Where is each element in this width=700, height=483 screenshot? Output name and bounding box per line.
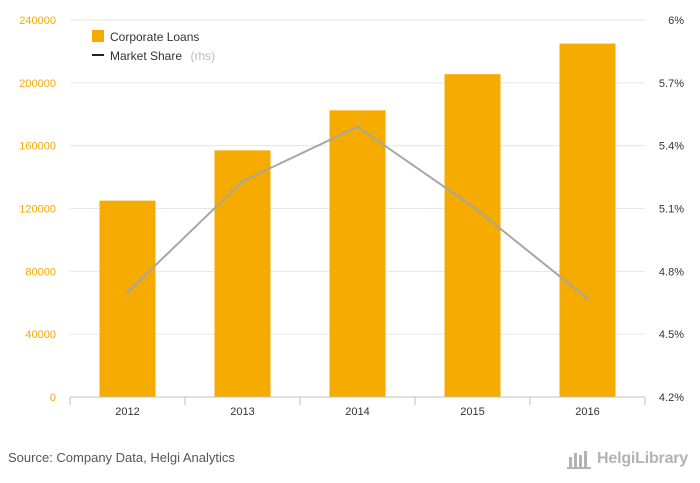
y-right-tick-label: 5.7% bbox=[659, 78, 684, 90]
y-right-tick-label: 5.4% bbox=[659, 141, 684, 153]
bar-2016 bbox=[559, 43, 616, 397]
bar-2014 bbox=[329, 110, 386, 398]
bar-2013 bbox=[214, 150, 271, 397]
y-left-tick-label: 120000 bbox=[19, 204, 56, 216]
legend-marker-corporate-loans bbox=[92, 30, 104, 42]
legend-label-corporate-loans: Corporate Loans bbox=[110, 30, 199, 44]
x-tick-label: 2016 bbox=[575, 406, 599, 418]
y-right-tick-label: 5.1% bbox=[659, 204, 684, 216]
x-tick-label: 2012 bbox=[115, 406, 139, 418]
x-axis: 2012 2013 2014 2015 2016 bbox=[69, 396, 646, 418]
y-right-tick-label: 4.5% bbox=[659, 329, 684, 341]
legend-market-share-label: Market Share bbox=[110, 49, 182, 63]
market-share-point-2016 bbox=[586, 297, 589, 301]
y-axis-right: 4.2% 4.5% 4.8% 5.1% 5.4% 5.7% 6% bbox=[659, 15, 684, 404]
y-axis-left: 0 40000 80000 120000 160000 200000 240000 bbox=[19, 15, 56, 404]
y-left-tick-label: 200000 bbox=[19, 78, 56, 90]
y-left-tick-label: 240000 bbox=[19, 15, 56, 27]
y-right-tick-label: 6% bbox=[668, 15, 684, 27]
y-left-tick-label: 40000 bbox=[25, 329, 56, 341]
y-left-tick-label: 0 bbox=[50, 392, 56, 404]
y-right-tick-label: 4.2% bbox=[659, 392, 684, 404]
brand-name: HelgiLibrary bbox=[597, 450, 688, 467]
x-tick-label: 2014 bbox=[345, 406, 369, 418]
source-note: Source: Company Data, Helgi Analytics bbox=[8, 450, 235, 465]
brand-logo: HelgiLibrary bbox=[567, 447, 688, 471]
library-icon bbox=[567, 451, 592, 469]
market-share-point-2013 bbox=[241, 179, 244, 183]
x-tick-label: 2015 bbox=[460, 406, 484, 418]
y-right-tick-label: 4.8% bbox=[659, 266, 684, 278]
line-series bbox=[126, 125, 589, 301]
chart: 0 40000 80000 120000 160000 200000 240000 4.2%… bbox=[19, 15, 684, 418]
market-share-point-2012 bbox=[126, 290, 129, 294]
bar-2015 bbox=[444, 74, 501, 397]
market-share-point-2014 bbox=[356, 125, 359, 129]
legend-market-share-suffix: (rhs) bbox=[190, 49, 215, 63]
x-tick-label: 2013 bbox=[230, 406, 254, 418]
legend: Corporate Loans Market Share (rhs) bbox=[92, 30, 215, 64]
legend-label-market-share: Market Share (rhs) bbox=[110, 47, 215, 64]
bar-2012 bbox=[99, 200, 156, 397]
market-share-point-2015 bbox=[471, 204, 474, 208]
y-left-tick-label: 160000 bbox=[19, 141, 56, 153]
y-left-tick-label: 80000 bbox=[25, 266, 56, 278]
bar-series bbox=[99, 43, 616, 398]
